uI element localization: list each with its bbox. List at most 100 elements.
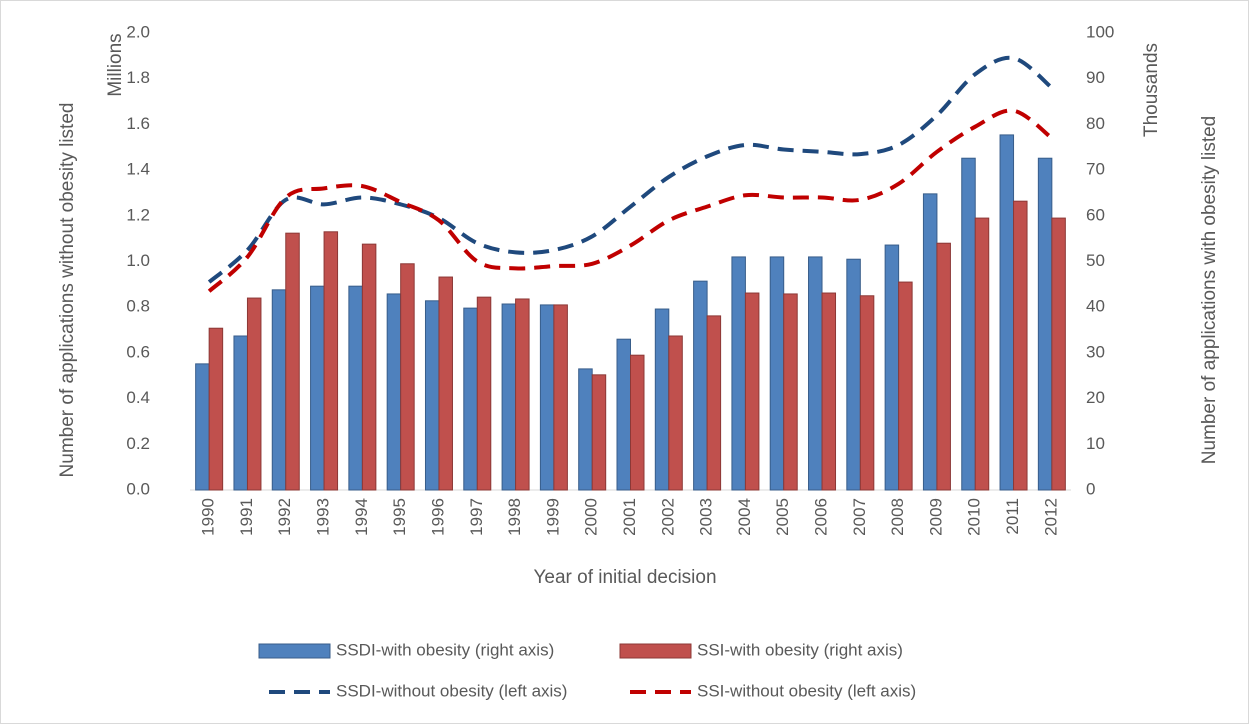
y2-tick-label: 40 (1086, 297, 1105, 316)
y2-tick-label: 10 (1086, 434, 1105, 453)
y-tick-label: 0.0 (126, 479, 150, 498)
bar (515, 298, 530, 491)
bar (1013, 200, 1028, 491)
legend-swatch (619, 643, 692, 659)
y-tick-label: 0.2 (126, 434, 150, 453)
bar (310, 285, 325, 491)
x-tick-label: 2004 (735, 498, 754, 536)
bar (693, 280, 708, 491)
bar (553, 304, 568, 491)
bar (1051, 217, 1066, 491)
y2-tick-label: 0 (1086, 479, 1095, 498)
bar (769, 256, 785, 491)
bar (463, 307, 478, 491)
x-tick-label: 1996 (428, 498, 447, 536)
bar (271, 289, 287, 491)
bar (233, 335, 248, 491)
bar (808, 256, 823, 491)
bar (476, 296, 492, 491)
x-tick-label: 2008 (888, 498, 907, 536)
y-tick-label: 1.2 (126, 205, 150, 224)
x-tick-label: 2010 (965, 498, 984, 536)
legend-label: SSDI-with obesity (right axis) (336, 640, 554, 659)
bar (922, 193, 938, 491)
x-tick-label: 1997 (467, 498, 486, 536)
bar (654, 308, 670, 491)
bar (630, 354, 645, 491)
bar (999, 134, 1015, 491)
bar (285, 232, 300, 491)
legend-label: SSI-with obesity (right axis) (697, 640, 903, 659)
bar (744, 292, 760, 491)
y-tick-label: 0.4 (126, 388, 150, 407)
y-axis-title: Number of applications without obesity l… (57, 103, 78, 478)
x-tick-label: 1991 (237, 498, 256, 536)
bar (961, 157, 976, 491)
x-tick-label: 2011 (1003, 498, 1022, 535)
line (207, 55, 1054, 284)
bar (438, 276, 453, 491)
x-tick-label: 2009 (926, 498, 945, 536)
x-tick-label: 1994 (352, 498, 371, 536)
y-axis-unit: Millions (105, 33, 126, 96)
y2-tick-label: 60 (1086, 205, 1105, 224)
bar (386, 293, 402, 491)
y2-tick-label: 20 (1086, 388, 1105, 407)
y2-tick-label: 50 (1086, 251, 1105, 270)
x-tick-label: 2000 (582, 498, 601, 536)
x-tick-label: 2012 (1041, 498, 1060, 536)
bar (195, 363, 210, 491)
line (207, 108, 1054, 293)
x-tick-label: 2005 (773, 498, 792, 536)
bar (539, 304, 555, 491)
x-tick-label: 2006 (812, 498, 831, 536)
y2-tick-label: 90 (1086, 68, 1105, 87)
bar (731, 256, 746, 491)
legend-label: SSI-without obesity (left axis) (697, 681, 916, 700)
x-axis-title: Year of initial decision (533, 567, 716, 588)
legend-swatch (258, 643, 331, 659)
x-tick-label: 2002 (658, 498, 677, 536)
y2-tick-label: 70 (1086, 160, 1105, 179)
bar (821, 292, 837, 491)
y-tick-label: 1.8 (126, 68, 150, 87)
bar (936, 242, 951, 491)
x-tick-label: 2001 (620, 498, 639, 536)
bar (706, 315, 722, 491)
y-tick-label: 0.6 (126, 342, 150, 361)
bar (1037, 157, 1053, 491)
bar (501, 303, 517, 491)
x-tick-label: 1999 (543, 498, 562, 536)
y-tick-label: 1.0 (126, 251, 150, 270)
x-tick-label: 1995 (390, 498, 409, 536)
x-tick-label: 2007 (850, 498, 869, 536)
bar (348, 285, 363, 491)
y-tick-label: 1.6 (126, 114, 150, 133)
y2-tick-label: 100 (1086, 22, 1114, 41)
bar (578, 368, 593, 491)
x-tick-label: 1998 (505, 498, 524, 536)
x-tick-label: 1992 (275, 498, 294, 536)
bar (974, 217, 990, 491)
bar (424, 300, 440, 491)
y2-axis-title: Number of applications with obesity list… (1199, 116, 1220, 465)
bar (323, 231, 339, 491)
y-tick-label: 0.8 (126, 297, 150, 316)
x-tick-label: 2003 (697, 498, 716, 536)
y-tick-label: 2.0 (126, 22, 150, 41)
x-tick-label: 1990 (199, 498, 218, 536)
bar (616, 338, 631, 491)
bar (591, 374, 607, 491)
y-tick-label: 1.4 (126, 160, 150, 179)
x-tick-label: 1993 (314, 498, 333, 536)
bar (246, 297, 262, 491)
bar (846, 258, 861, 491)
y2-axis-unit: Thousands (1141, 43, 1162, 137)
bar (783, 293, 798, 491)
legend-label: SSDI-without obesity (left axis) (336, 681, 567, 700)
bar (884, 244, 900, 491)
bar (400, 263, 415, 491)
bar (898, 281, 913, 491)
y2-tick-label: 80 (1086, 114, 1105, 133)
bar (208, 327, 224, 491)
